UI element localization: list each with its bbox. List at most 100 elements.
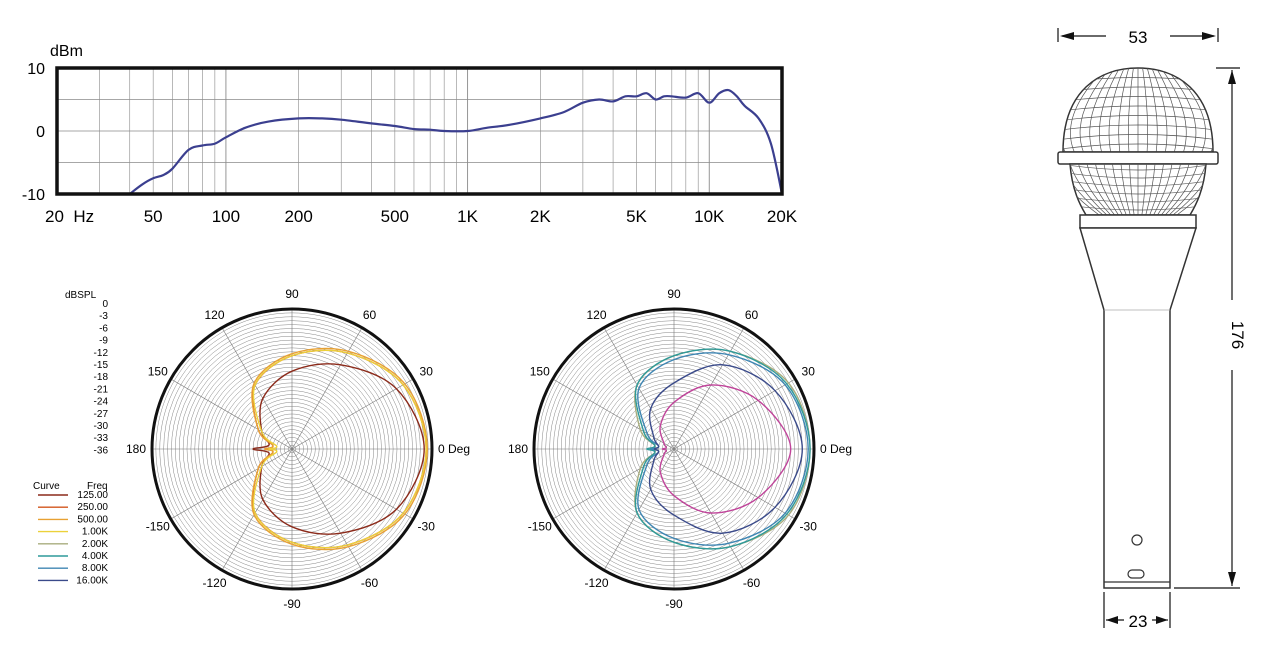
grille-mesh-line xyxy=(1070,179,1206,187)
microphone-handle xyxy=(1078,227,1198,589)
polar-plot-low-frequencies: 90 60 30 0 Deg -30 -60 -90 -120 -150 180 150 120 xyxy=(126,287,470,611)
polar-spoke xyxy=(291,448,414,520)
legend-label: 250.00 xyxy=(77,502,108,513)
dimension-width-bottom-label: 23 xyxy=(1129,612,1148,631)
polar-legend: dBSPL 0-3-6 -9-12-15-18-21 -24-27-30-33-36… xyxy=(33,290,108,586)
grille-mesh-line xyxy=(1137,68,1187,152)
polar-spoke xyxy=(673,327,745,450)
grille-mesh-line xyxy=(1070,187,1206,195)
grille-mesh-line xyxy=(1070,68,1139,152)
grille-mesh-line xyxy=(1112,164,1139,215)
polar-angle-label: 60 xyxy=(745,308,759,322)
y-tick-label: 0 xyxy=(36,124,45,141)
polar-angle-label: 90 xyxy=(667,287,681,301)
polar-spoke xyxy=(170,448,293,520)
polar-angle-label: -30 xyxy=(800,520,818,534)
plot-frame xyxy=(55,66,784,196)
grille-mesh-line xyxy=(1137,164,1198,215)
grille-mesh-line xyxy=(1137,164,1206,215)
x-tick-label: 500 xyxy=(381,207,409,226)
r-tick-label: -36 xyxy=(94,445,109,456)
grille-mesh-line xyxy=(1137,68,1197,152)
legend-label: 8.00K xyxy=(82,563,108,574)
grille-mesh-line xyxy=(1137,164,1156,215)
grille-mesh-line xyxy=(1099,68,1139,152)
frequency-grid xyxy=(57,68,782,194)
x-tick-label: 200 xyxy=(284,207,312,226)
frequency-response-chart: dBm 100-10 20 Hz 50 100 200 500 1K 2K 5K 10K 20K xyxy=(22,43,798,226)
grille-mesh-line xyxy=(1120,164,1139,215)
grille-mesh-line xyxy=(1070,164,1139,215)
polar-spoke xyxy=(170,378,293,450)
x-tick-label: 100 xyxy=(212,207,240,226)
grille-mesh-line xyxy=(1137,68,1158,152)
grille-mesh-line xyxy=(1129,164,1139,215)
grille-mesh-line xyxy=(1070,195,1206,203)
polar-angle-label: -90 xyxy=(665,597,683,611)
polar-spoke xyxy=(291,378,414,450)
x-tick-label: 1K xyxy=(457,207,478,226)
polar-angle-label: 120 xyxy=(204,308,224,322)
grille-mesh-line xyxy=(1137,164,1164,215)
polar-angle-label: 180 xyxy=(508,442,528,456)
handle-slot xyxy=(1127,569,1145,579)
polar-angle-label: 60 xyxy=(363,308,377,322)
polar-angle-label: 0 Deg xyxy=(438,442,470,456)
polar-angle-label: 0 Deg xyxy=(820,442,852,456)
grille-mesh-line xyxy=(1079,68,1139,152)
x-tick-label: 50 xyxy=(144,207,163,226)
polar-angle-label: -60 xyxy=(743,576,761,590)
y-tick-labels: 10 0 -10 xyxy=(22,61,45,204)
grille-mesh-line xyxy=(1137,68,1206,152)
polar-angle-label: 90 xyxy=(285,287,299,301)
legend-label: 1.00K xyxy=(82,527,108,538)
x-tick-label: 2K xyxy=(530,207,551,226)
r-tick-label: -24 xyxy=(94,397,109,408)
polar-angle-label: -120 xyxy=(584,576,608,590)
polar-outer-ring xyxy=(150,307,434,591)
dimension-width-top-label: 53 xyxy=(1129,28,1148,47)
legend-label: 125.00 xyxy=(77,490,108,501)
grille-mesh-line xyxy=(1137,164,1206,215)
grille-mesh-line xyxy=(1137,68,1149,152)
y-tick-label: -10 xyxy=(22,187,45,204)
grille-mesh-line xyxy=(1108,68,1139,152)
polar-spoke xyxy=(291,448,363,571)
legend-label: 2.00K xyxy=(82,539,108,550)
r-tick-label: -15 xyxy=(94,360,109,371)
polar-angle-label: 180 xyxy=(126,442,146,456)
grille-mesh-line xyxy=(1070,171,1206,179)
grille-mesh-line xyxy=(1137,164,1206,215)
grille-mesh-line xyxy=(1089,68,1139,152)
polar-series-line xyxy=(251,347,429,551)
frequency-response-line xyxy=(129,88,784,195)
grille-mesh-line xyxy=(1103,164,1139,215)
polar-angle-label: -120 xyxy=(202,576,226,590)
legend-header-freq: Freq xyxy=(87,481,108,492)
polar-series-line xyxy=(252,363,425,535)
grille-mesh-line xyxy=(1127,68,1139,152)
polar-series-line xyxy=(252,349,427,549)
r-tick-label: -12 xyxy=(94,348,109,359)
r-tick-label: 0 xyxy=(102,299,108,310)
r-tick-label: -9 xyxy=(99,336,108,347)
polar-angle-label: -150 xyxy=(146,520,170,534)
r-tick-label: -3 xyxy=(99,311,108,322)
grille-mesh-line xyxy=(1078,164,1139,215)
r-tick-label: -30 xyxy=(94,421,109,432)
polar-series-line xyxy=(637,352,809,546)
dimension-width-top xyxy=(1057,28,1219,42)
polar-spoke xyxy=(291,327,363,450)
grille-top xyxy=(1062,67,1214,153)
grille-mesh-line xyxy=(1070,164,1139,215)
grille-mesh-line xyxy=(1137,68,1168,152)
microphone-drawing: 53 176 23 xyxy=(1057,28,1247,631)
polar-series-line xyxy=(648,364,804,534)
grille-mesh-line xyxy=(1063,143,1213,152)
dimension-width-bottom xyxy=(1103,592,1171,628)
x-tick-label: 20K xyxy=(767,207,798,226)
grille-mesh-line xyxy=(1118,68,1139,152)
grille-mesh-line xyxy=(1063,134,1213,143)
legend-label: 4.00K xyxy=(82,551,108,562)
